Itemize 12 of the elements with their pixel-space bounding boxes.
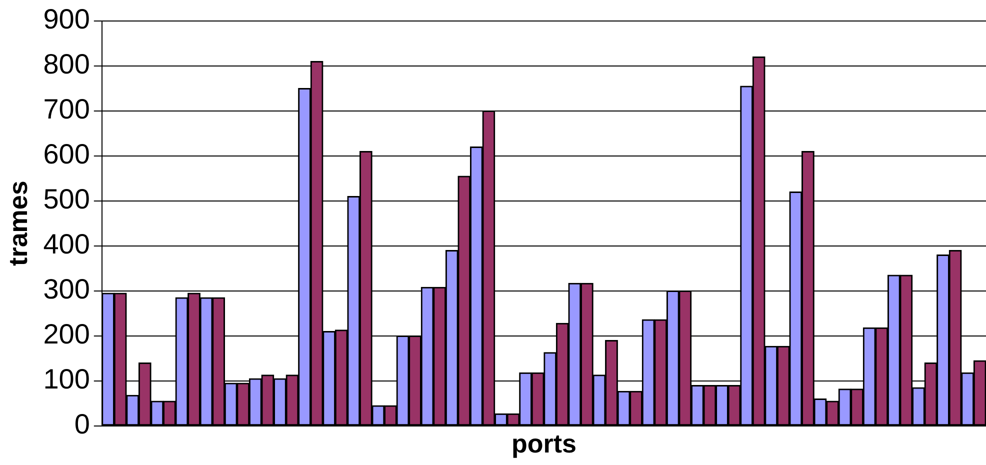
y-tick-label: 300 xyxy=(43,274,90,305)
y-tick-label: 900 xyxy=(43,4,90,35)
y-tick-label: 200 xyxy=(43,318,90,350)
y-tick-label: 600 xyxy=(43,138,90,170)
y-tick-label: 500 xyxy=(43,184,90,215)
y-tick-label: 0 xyxy=(74,408,90,440)
y-tick-label: 100 xyxy=(43,364,90,395)
y-tick-label: 800 xyxy=(43,48,90,80)
y-tick-label: 700 xyxy=(43,94,90,125)
x-axis-title: ports xyxy=(511,428,576,459)
y-axis-title: trames xyxy=(2,180,33,266)
y-tick-label: 400 xyxy=(43,228,90,260)
